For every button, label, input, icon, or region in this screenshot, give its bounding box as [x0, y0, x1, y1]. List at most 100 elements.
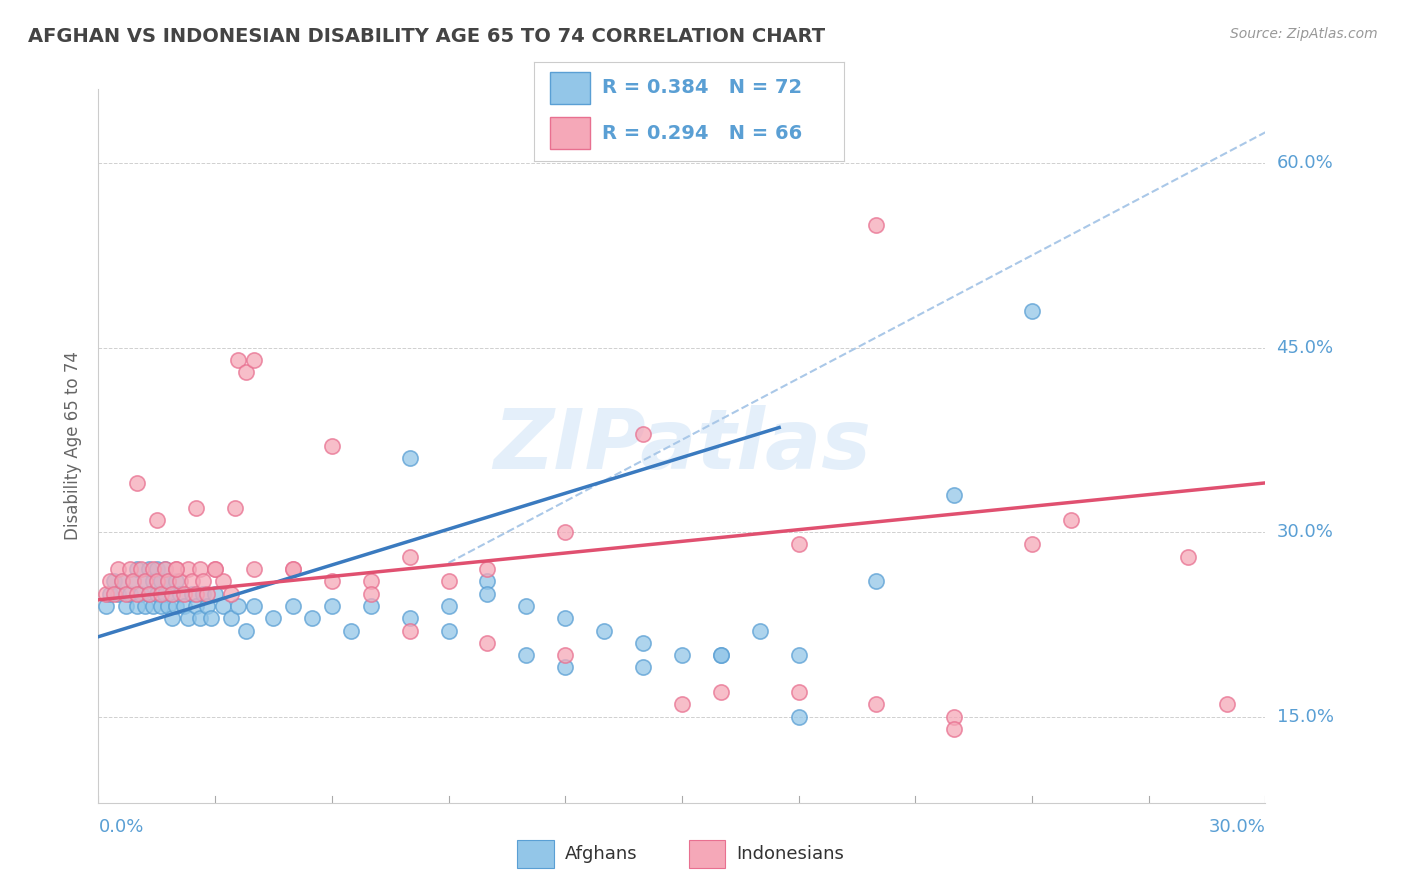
Text: 15.0%: 15.0% — [1277, 707, 1333, 726]
Point — [98, 574, 121, 589]
Point — [149, 599, 172, 613]
Point — [437, 574, 460, 589]
Point — [184, 587, 207, 601]
Point — [943, 488, 966, 502]
Point — [515, 648, 537, 662]
Text: 30.0%: 30.0% — [1277, 523, 1333, 541]
Point — [127, 587, 149, 601]
Point — [1021, 537, 1043, 551]
Point — [865, 218, 887, 232]
Point — [360, 587, 382, 601]
Point — [193, 587, 215, 601]
Point — [127, 599, 149, 613]
Point — [281, 562, 304, 576]
Point — [188, 611, 211, 625]
Point — [865, 698, 887, 712]
Text: 60.0%: 60.0% — [1277, 154, 1333, 172]
Point — [1177, 549, 1199, 564]
Point — [243, 562, 266, 576]
Text: AFGHAN VS INDONESIAN DISABILITY AGE 65 TO 74 CORRELATION CHART: AFGHAN VS INDONESIAN DISABILITY AGE 65 T… — [28, 27, 825, 45]
Y-axis label: Disability Age 65 to 74: Disability Age 65 to 74 — [65, 351, 83, 541]
Text: Afghans: Afghans — [565, 845, 637, 863]
Text: Source: ZipAtlas.com: Source: ZipAtlas.com — [1230, 27, 1378, 41]
Point — [149, 587, 172, 601]
Point — [165, 574, 187, 589]
Point — [149, 574, 172, 589]
Point — [96, 599, 118, 613]
Point — [122, 574, 145, 589]
Point — [398, 611, 420, 625]
Point — [162, 587, 184, 601]
Point — [235, 365, 257, 379]
Point — [943, 709, 966, 723]
Point — [114, 599, 136, 613]
Point — [243, 599, 266, 613]
Point — [146, 513, 169, 527]
Point — [142, 562, 165, 576]
Point — [360, 599, 382, 613]
Point — [631, 426, 654, 441]
Point — [321, 574, 343, 589]
Text: R = 0.384   N = 72: R = 0.384 N = 72 — [602, 78, 803, 97]
Point — [169, 587, 191, 601]
FancyBboxPatch shape — [517, 840, 554, 868]
Point — [193, 574, 215, 589]
FancyBboxPatch shape — [689, 840, 725, 868]
Point — [129, 587, 152, 601]
Point — [138, 587, 160, 601]
Point — [398, 451, 420, 466]
Point — [943, 722, 966, 736]
Point — [477, 587, 499, 601]
Point — [477, 574, 499, 589]
Point — [127, 562, 149, 576]
Text: 0.0%: 0.0% — [98, 818, 143, 836]
Point — [142, 574, 165, 589]
Point — [103, 587, 125, 601]
Point — [129, 562, 152, 576]
Point — [593, 624, 616, 638]
Point — [321, 599, 343, 613]
Point — [200, 611, 222, 625]
Point — [146, 562, 169, 576]
Point — [281, 599, 304, 613]
Point — [114, 587, 136, 601]
Point — [865, 574, 887, 589]
Point — [219, 587, 242, 601]
Point — [162, 611, 184, 625]
Point — [243, 352, 266, 367]
Point — [1215, 698, 1237, 712]
Text: R = 0.294   N = 66: R = 0.294 N = 66 — [602, 124, 803, 143]
Point — [184, 500, 207, 515]
FancyBboxPatch shape — [550, 72, 591, 103]
Point — [153, 562, 176, 576]
Point — [177, 611, 200, 625]
Point — [281, 562, 304, 576]
Text: ZIPatlas: ZIPatlas — [494, 406, 870, 486]
Point — [195, 599, 218, 613]
Point — [184, 599, 207, 613]
Point — [631, 636, 654, 650]
Point — [235, 624, 257, 638]
Point — [477, 636, 499, 650]
Point — [1021, 303, 1043, 318]
Point — [138, 587, 160, 601]
Point — [437, 599, 460, 613]
Point — [262, 611, 284, 625]
Point — [224, 500, 246, 515]
Point — [515, 599, 537, 613]
Point — [710, 648, 733, 662]
Point — [157, 574, 180, 589]
Point — [118, 562, 141, 576]
Point — [169, 574, 191, 589]
Point — [111, 574, 134, 589]
Point — [554, 525, 576, 540]
Point — [134, 599, 156, 613]
Point — [204, 562, 226, 576]
Point — [631, 660, 654, 674]
Point — [787, 648, 810, 662]
FancyBboxPatch shape — [550, 118, 591, 149]
Point — [107, 562, 129, 576]
Point — [671, 648, 693, 662]
Point — [98, 587, 121, 601]
Point — [1060, 513, 1083, 527]
